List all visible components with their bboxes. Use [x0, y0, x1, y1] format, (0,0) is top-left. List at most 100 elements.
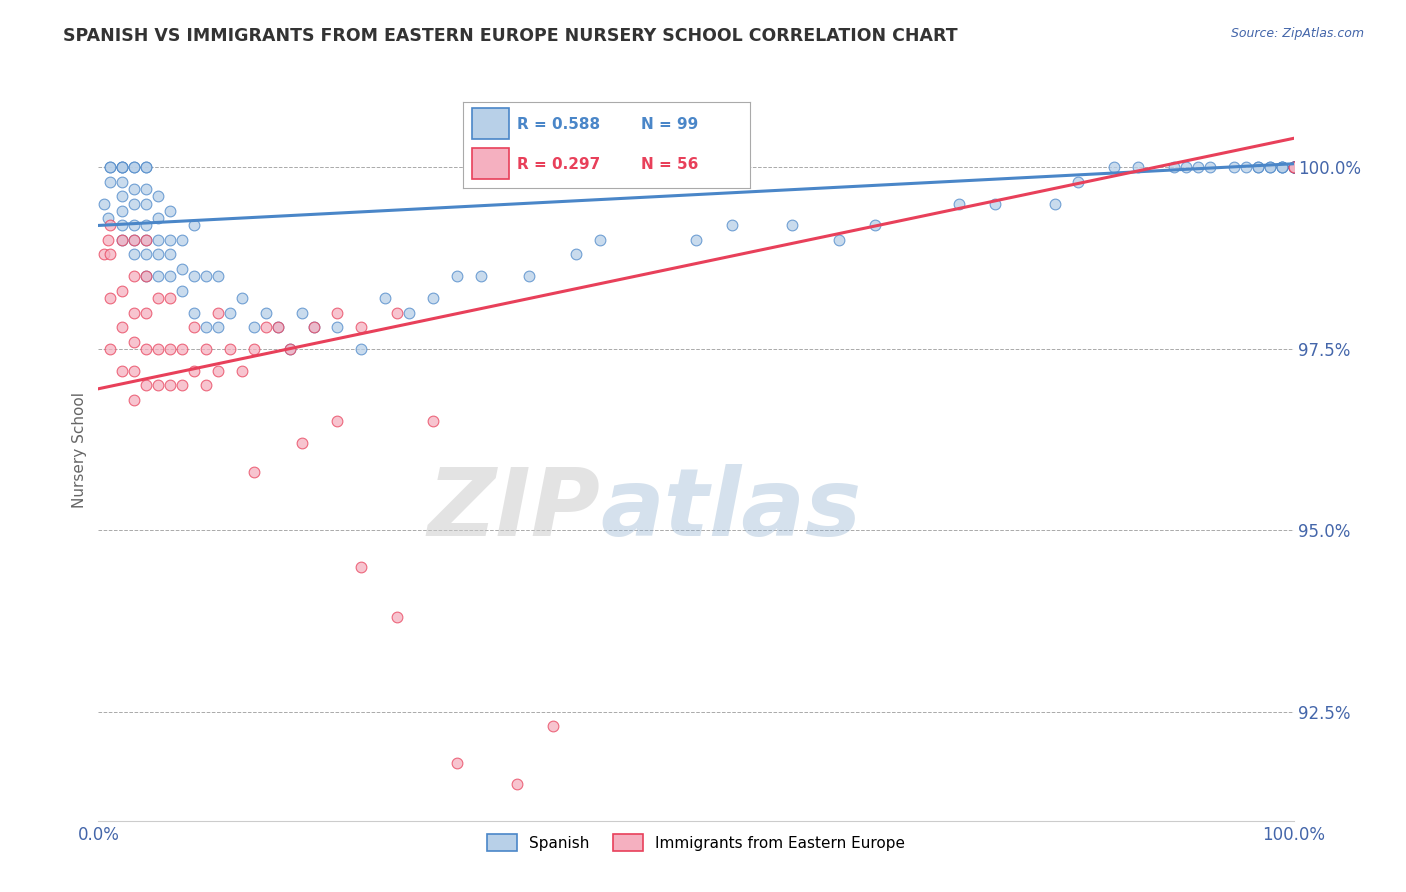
Point	[685, 233, 707, 247]
Point	[124, 247, 146, 261]
Point	[1282, 161, 1305, 175]
Point	[124, 233, 146, 247]
Point	[124, 305, 146, 319]
Point	[135, 233, 157, 247]
Point	[267, 320, 290, 334]
Point	[302, 320, 325, 334]
Point	[172, 262, 194, 277]
Point	[135, 161, 157, 175]
Point	[124, 392, 146, 407]
Point	[219, 342, 242, 356]
Point	[124, 161, 146, 175]
Point	[124, 196, 146, 211]
Point	[183, 305, 205, 319]
Point	[506, 777, 529, 791]
Point	[148, 342, 170, 356]
Point	[291, 436, 314, 450]
Point	[1282, 161, 1305, 175]
Point	[278, 342, 301, 356]
Point	[326, 414, 349, 428]
Point	[135, 269, 157, 284]
Point	[1282, 161, 1305, 175]
Point	[865, 219, 887, 233]
Point	[470, 269, 492, 284]
Point	[254, 320, 277, 334]
Point	[183, 269, 205, 284]
Point	[135, 182, 157, 196]
Point	[98, 219, 122, 233]
Point	[172, 284, 194, 298]
Point	[1282, 161, 1305, 175]
Point	[148, 189, 170, 203]
Point	[517, 269, 540, 284]
Point	[97, 211, 120, 226]
Point	[243, 465, 266, 479]
Point	[124, 161, 146, 175]
Point	[565, 247, 588, 261]
Point	[135, 161, 157, 175]
Point	[721, 219, 744, 233]
Point	[1234, 161, 1257, 175]
Point	[135, 269, 157, 284]
Point	[97, 233, 120, 247]
Point	[148, 291, 170, 305]
Point	[231, 363, 253, 377]
Point	[1282, 161, 1305, 175]
Point	[93, 196, 115, 211]
Point	[124, 182, 146, 196]
Point	[278, 342, 301, 356]
Point	[231, 291, 253, 305]
Point	[1247, 161, 1270, 175]
Point	[135, 342, 157, 356]
Point	[148, 247, 170, 261]
Point	[148, 378, 170, 392]
Point	[326, 305, 349, 319]
Point	[98, 161, 122, 175]
Text: ZIP: ZIP	[427, 464, 600, 556]
Point	[243, 320, 266, 334]
Point	[385, 305, 409, 319]
Point	[159, 203, 181, 218]
Point	[254, 305, 277, 319]
Point	[111, 175, 134, 189]
Point	[135, 233, 157, 247]
Point	[984, 196, 1007, 211]
Point	[1282, 161, 1305, 175]
Point	[1104, 161, 1126, 175]
Point	[195, 269, 218, 284]
Point	[1271, 161, 1294, 175]
Text: Source: ZipAtlas.com: Source: ZipAtlas.com	[1230, 27, 1364, 40]
Point	[195, 378, 218, 392]
Point	[350, 559, 373, 574]
Point	[111, 161, 134, 175]
Point	[98, 161, 122, 175]
Point	[1199, 161, 1222, 175]
Point	[350, 320, 373, 334]
Point	[326, 320, 349, 334]
Point	[124, 233, 146, 247]
Point	[135, 378, 157, 392]
Point	[111, 233, 134, 247]
Point	[302, 320, 325, 334]
Point	[135, 305, 157, 319]
Point	[1271, 161, 1294, 175]
Point	[124, 219, 146, 233]
Point	[98, 247, 122, 261]
Point	[148, 233, 170, 247]
Point	[398, 305, 420, 319]
Point	[111, 219, 134, 233]
Point	[422, 414, 444, 428]
Text: SPANISH VS IMMIGRANTS FROM EASTERN EUROPE NURSERY SCHOOL CORRELATION CHART: SPANISH VS IMMIGRANTS FROM EASTERN EUROP…	[63, 27, 957, 45]
Point	[135, 196, 157, 211]
Point	[98, 342, 122, 356]
Point	[135, 247, 157, 261]
Point	[159, 269, 181, 284]
Point	[183, 363, 205, 377]
Point	[446, 756, 468, 770]
Point	[159, 233, 181, 247]
Point	[183, 320, 205, 334]
Point	[446, 269, 468, 284]
Point	[135, 219, 157, 233]
Point	[1067, 175, 1090, 189]
Point	[148, 211, 170, 226]
